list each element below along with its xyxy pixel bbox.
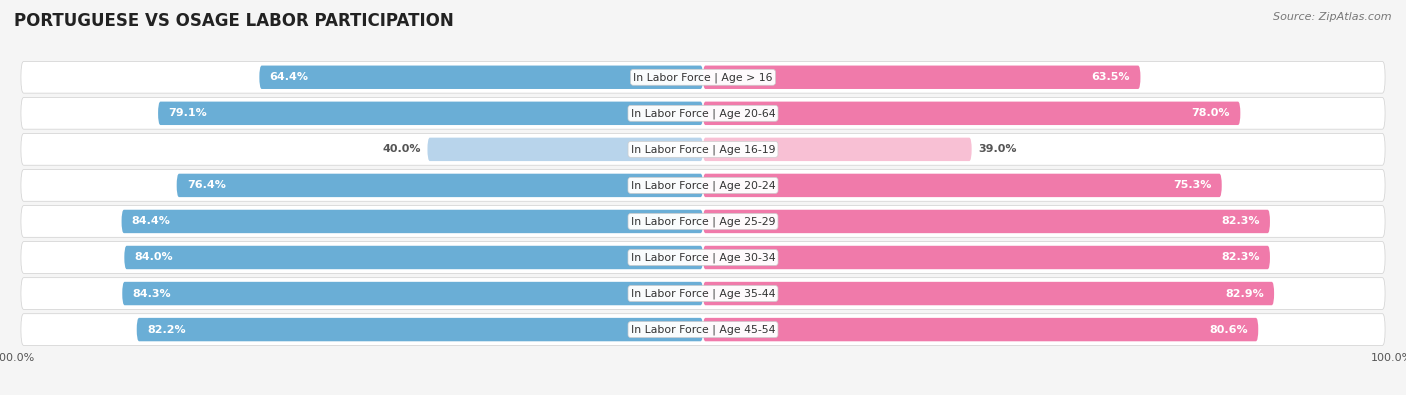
- FancyBboxPatch shape: [703, 137, 972, 161]
- FancyBboxPatch shape: [21, 242, 1385, 273]
- Text: 82.9%: 82.9%: [1225, 288, 1264, 299]
- FancyBboxPatch shape: [703, 210, 1270, 233]
- FancyBboxPatch shape: [259, 66, 703, 89]
- Text: In Labor Force | Age 35-44: In Labor Force | Age 35-44: [631, 288, 775, 299]
- Text: 84.0%: 84.0%: [135, 252, 173, 263]
- FancyBboxPatch shape: [703, 66, 1140, 89]
- Text: In Labor Force | Age 30-34: In Labor Force | Age 30-34: [631, 252, 775, 263]
- FancyBboxPatch shape: [21, 134, 1385, 165]
- Text: 40.0%: 40.0%: [382, 144, 420, 154]
- Text: In Labor Force | Age 16-19: In Labor Force | Age 16-19: [631, 144, 775, 154]
- FancyBboxPatch shape: [21, 98, 1385, 129]
- Text: 80.6%: 80.6%: [1209, 325, 1249, 335]
- FancyBboxPatch shape: [124, 246, 703, 269]
- Text: 82.3%: 82.3%: [1222, 252, 1260, 263]
- FancyBboxPatch shape: [703, 246, 1270, 269]
- Text: In Labor Force | Age > 16: In Labor Force | Age > 16: [633, 72, 773, 83]
- Text: 75.3%: 75.3%: [1173, 181, 1212, 190]
- Text: 64.4%: 64.4%: [270, 72, 309, 82]
- FancyBboxPatch shape: [121, 210, 703, 233]
- FancyBboxPatch shape: [21, 61, 1385, 93]
- FancyBboxPatch shape: [157, 102, 703, 125]
- FancyBboxPatch shape: [703, 282, 1274, 305]
- Text: 78.0%: 78.0%: [1191, 108, 1230, 118]
- Text: In Labor Force | Age 45-54: In Labor Force | Age 45-54: [631, 324, 775, 335]
- Text: In Labor Force | Age 20-24: In Labor Force | Age 20-24: [631, 180, 775, 191]
- FancyBboxPatch shape: [21, 278, 1385, 309]
- Text: 82.3%: 82.3%: [1222, 216, 1260, 226]
- Text: 82.2%: 82.2%: [148, 325, 186, 335]
- Text: Source: ZipAtlas.com: Source: ZipAtlas.com: [1274, 12, 1392, 22]
- FancyBboxPatch shape: [703, 174, 1222, 197]
- FancyBboxPatch shape: [21, 169, 1385, 201]
- Text: 39.0%: 39.0%: [979, 144, 1017, 154]
- FancyBboxPatch shape: [21, 314, 1385, 346]
- FancyBboxPatch shape: [703, 102, 1240, 125]
- Text: 84.4%: 84.4%: [132, 216, 170, 226]
- Text: 84.3%: 84.3%: [132, 288, 172, 299]
- Text: In Labor Force | Age 20-64: In Labor Force | Age 20-64: [631, 108, 775, 118]
- FancyBboxPatch shape: [177, 174, 703, 197]
- FancyBboxPatch shape: [21, 205, 1385, 237]
- Text: 76.4%: 76.4%: [187, 181, 226, 190]
- Text: PORTUGUESE VS OSAGE LABOR PARTICIPATION: PORTUGUESE VS OSAGE LABOR PARTICIPATION: [14, 12, 454, 30]
- Text: 63.5%: 63.5%: [1091, 72, 1130, 82]
- FancyBboxPatch shape: [136, 318, 703, 341]
- Text: In Labor Force | Age 25-29: In Labor Force | Age 25-29: [631, 216, 775, 227]
- FancyBboxPatch shape: [703, 318, 1258, 341]
- FancyBboxPatch shape: [122, 282, 703, 305]
- Text: 79.1%: 79.1%: [169, 108, 207, 118]
- FancyBboxPatch shape: [427, 137, 703, 161]
